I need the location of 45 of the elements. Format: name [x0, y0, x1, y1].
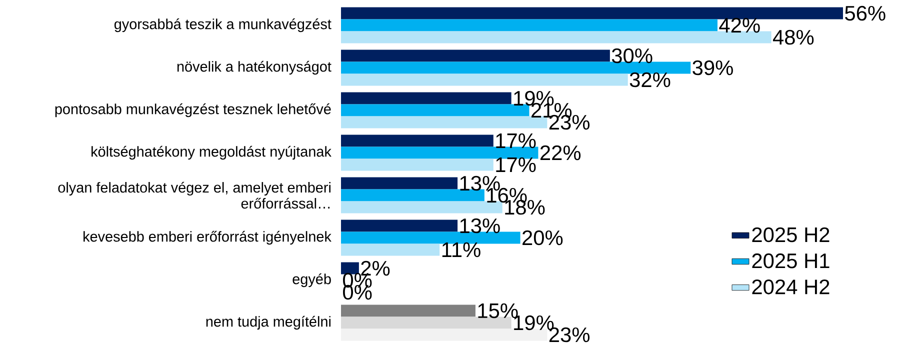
bar [341, 328, 548, 341]
data-label: 22% [540, 145, 581, 160]
bar [341, 31, 772, 44]
data-label: 11% [442, 242, 480, 258]
bar [341, 74, 628, 86]
bar [341, 177, 458, 190]
bar [341, 50, 610, 62]
bar [341, 92, 512, 104]
data-label: 17% [496, 157, 536, 172]
bar [341, 304, 476, 317]
bar [341, 201, 502, 214]
data-label: 56% [845, 6, 886, 21]
y-tick-label: olyan feladatokat végez el, amelyet emberi erőforrással… [58, 182, 330, 209]
bar [341, 189, 484, 202]
bar [341, 316, 512, 329]
data-label: 39% [692, 60, 733, 76]
bar [341, 146, 538, 159]
bar [341, 220, 458, 232]
data-label: 42% [719, 18, 760, 33]
data-label: 17% [496, 133, 536, 148]
y-tick-label: költséghatékony megoldást nyújtanak [92, 146, 332, 160]
bar [341, 262, 359, 274]
y-tick-label: növelik a hatékonyságot [177, 60, 332, 75]
bar [341, 7, 844, 20]
bar [341, 104, 530, 116]
bar [341, 232, 520, 244]
data-label: 32% [630, 72, 670, 88]
y-tick-label: gyorsabbá teszik a munkavégzést [114, 18, 332, 32]
bar [341, 19, 718, 32]
bar [341, 158, 494, 171]
legend-label: 2024 H2 [752, 280, 830, 294]
data-label: 30% [612, 48, 652, 64]
legend-label: 2025 H2 [752, 227, 830, 242]
data-label: 20% [522, 230, 563, 246]
y-tick-label: nem tudja megítélni [206, 316, 330, 330]
y-tick-label: kevesebb emberi erőforrást igényelnek [84, 230, 332, 245]
bar [341, 244, 440, 256]
legend-label: 2025 H1 [752, 253, 830, 268]
data-label: 13% [460, 218, 500, 234]
y-tick-label: egyéb [292, 273, 331, 288]
bar [341, 116, 548, 128]
y-tick-label: pontosabb munkavégzést tesznek lehetővé [55, 103, 331, 118]
data-label: 48% [772, 30, 814, 45]
bar [341, 134, 494, 147]
bar [341, 62, 691, 74]
